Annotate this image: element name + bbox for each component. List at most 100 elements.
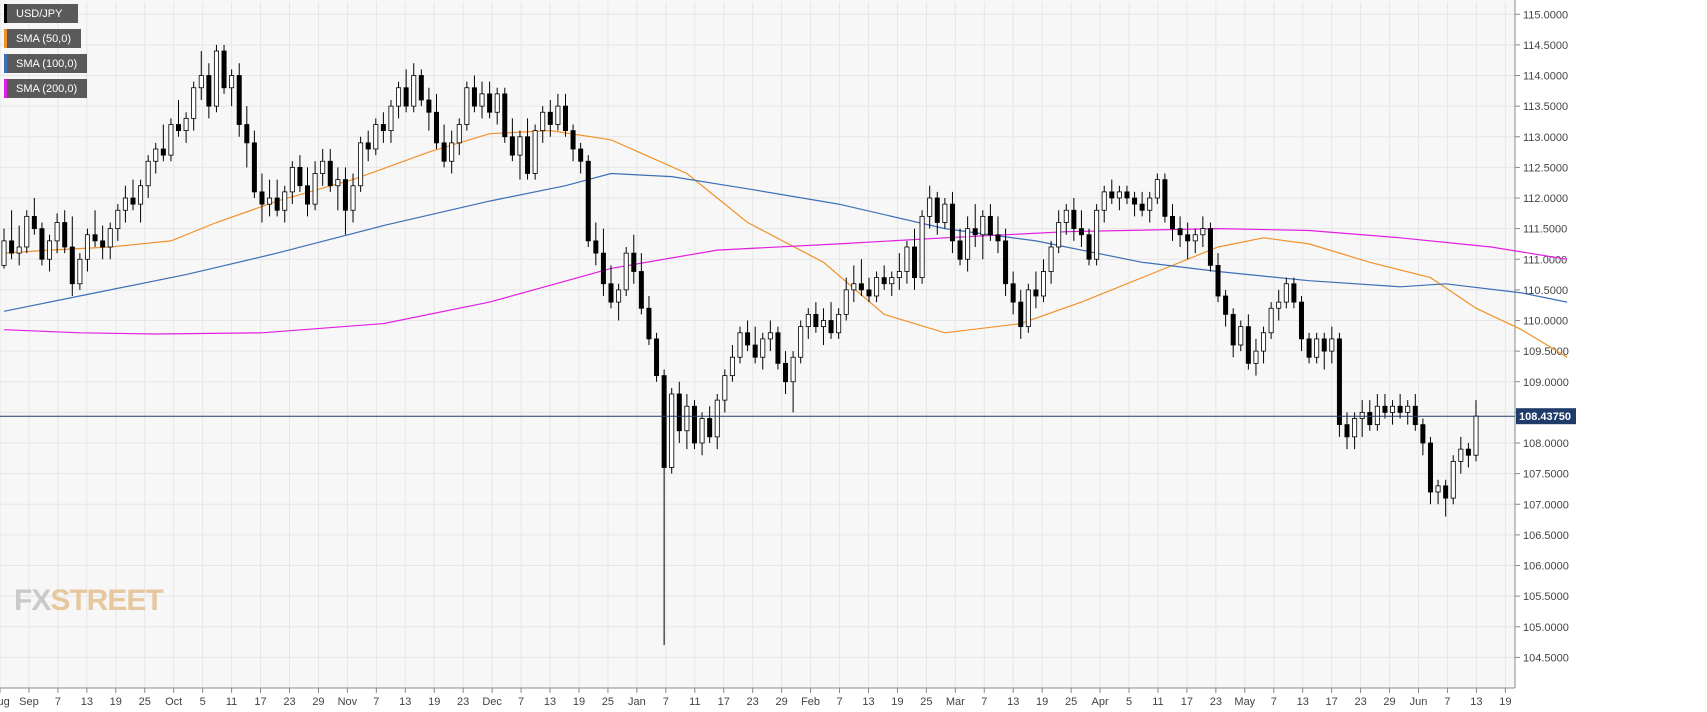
candle [562,93,568,137]
last-price-label-bg [1516,408,1576,425]
candle-body [1071,209,1077,230]
candle-body [646,307,652,340]
candle-body [1147,197,1153,211]
candle [927,185,933,229]
x-tick-label: 23 [283,696,295,708]
candle [684,394,690,450]
candle [449,130,455,174]
candle-body [84,234,90,260]
candle-body [1382,405,1388,413]
candle [100,225,106,260]
candle-body [289,166,295,193]
candle [858,259,864,296]
candle [699,412,705,456]
candle [1261,326,1267,364]
candle [1048,240,1054,284]
candle [160,124,166,162]
candle-body [525,136,531,174]
candle [418,69,424,107]
candle [168,118,174,162]
candle [1025,283,1031,333]
candle [380,112,386,143]
candle-body [654,338,660,377]
candle [1056,210,1062,254]
x-tick-label: 25 [139,696,151,708]
candle-body [1162,179,1168,217]
candle-body [790,356,796,383]
candle [1139,191,1145,217]
candle [153,142,159,174]
y-tick-label: 105.5000 [1523,591,1569,603]
candle-body [449,142,455,162]
candle [145,155,151,198]
candle [737,326,743,364]
candle-body [661,375,667,468]
y-tick-label: 110.5000 [1523,285,1568,297]
legend-item-sma100[interactable]: SMA (100,0) [4,54,88,73]
candle-body [927,197,933,217]
candle [760,332,766,370]
candle [1177,216,1183,247]
candle-body [1336,338,1342,426]
candle [1162,173,1168,223]
candle [828,302,834,339]
candle [1253,338,1259,376]
fxstreet-logo: FXSTREET [14,584,164,618]
candle [836,308,842,339]
candle-body [957,240,963,260]
candle-body [327,160,333,187]
candle-body [1207,228,1213,266]
candle [1003,228,1009,296]
candle-body [1245,326,1251,364]
legend-swatch-sma200 [4,79,7,98]
candle-body [479,93,485,107]
candle [889,271,895,296]
candle [987,204,993,241]
legend-item-usdjpy[interactable]: USD/JPY [4,4,78,23]
candle [919,210,925,284]
candle-body [707,418,713,438]
candle-body [168,124,174,156]
candle-body [775,332,781,364]
candle [335,167,341,211]
legend-label-sma200: SMA (200,0) [16,82,78,95]
x-tick-label: Sep [19,696,39,708]
candle-body [1420,424,1426,444]
candle-body [69,246,75,285]
candle-body [1291,283,1297,303]
candle-body [312,173,318,205]
candle [1283,277,1289,309]
candle-body [1041,271,1047,297]
candle [965,216,971,272]
logo-street: STREET [50,584,163,617]
last-price-marker: 108.43750 [0,408,1576,425]
legend-item-sma50[interactable]: SMA (50,0) [4,29,82,48]
candle [259,173,265,223]
candle-body [684,405,690,432]
legend-item-sma200[interactable]: SMA (200,0) [4,79,88,98]
candle [1443,479,1449,517]
candle [767,320,773,352]
x-tick-label: 17 [1326,696,1338,708]
candle [229,69,235,107]
candle-body [1367,411,1373,426]
candle-body [1094,209,1100,260]
plot-background [0,0,1515,688]
x-tick-label: 7 [55,696,61,708]
candle [274,179,280,217]
candle-body [198,75,204,89]
y-tick-label: 114.0000 [1523,71,1568,83]
sma200-line [3,227,1568,335]
candle [1245,314,1251,370]
candle [547,100,553,137]
candle-body [532,130,538,174]
candle [1223,289,1229,327]
candle [130,179,136,211]
candle-body [638,271,644,309]
candle-body [494,93,500,113]
candle [388,100,394,143]
candle-body [836,313,842,334]
candle [1276,289,1282,321]
x-tick-label: 5 [200,696,206,708]
